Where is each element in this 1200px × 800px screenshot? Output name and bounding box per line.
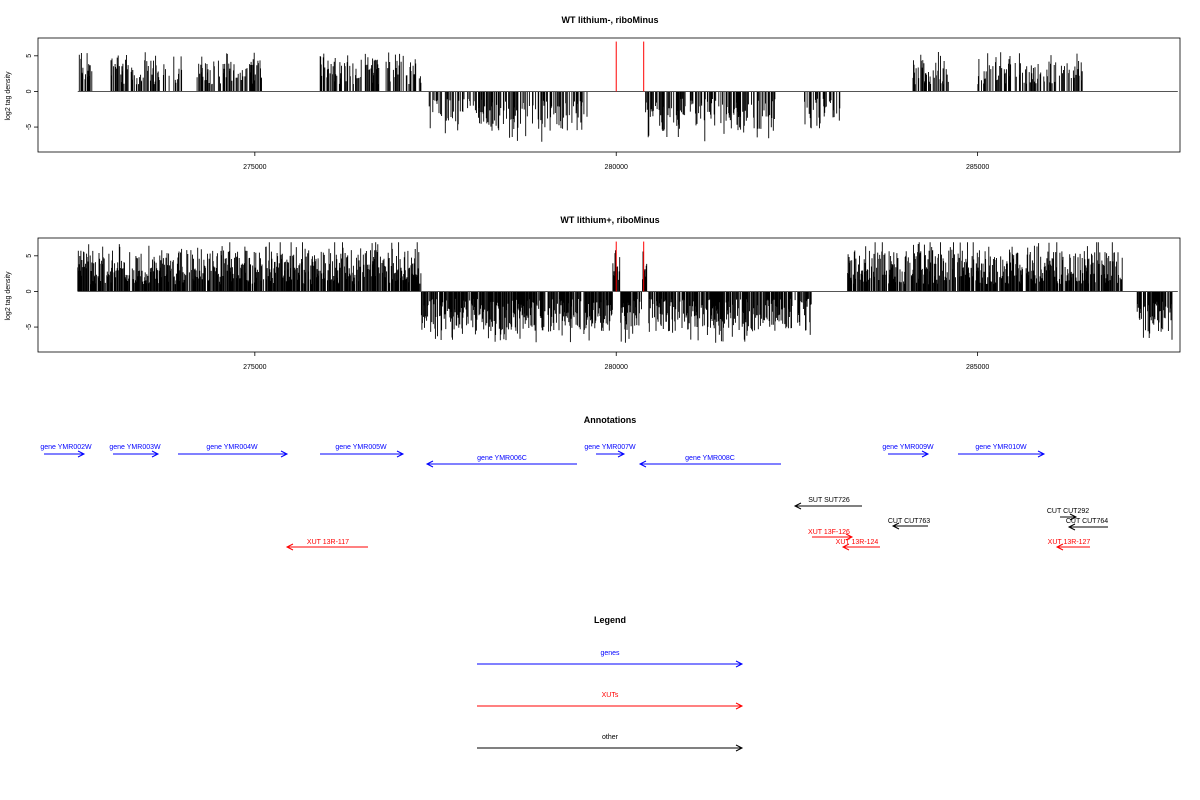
y-tick-label: 0	[26, 89, 33, 93]
y-tick-label: 5	[26, 54, 33, 58]
annotation-gene: gene YMR003W	[109, 444, 161, 458]
annotation-gene: gene YMR007W	[584, 444, 636, 458]
annotation-label: gene YMR009W	[882, 444, 934, 451]
signal-bars	[78, 52, 1083, 142]
annotation-gene: gene YMR006C	[425, 455, 577, 468]
annotation-arrow-head	[280, 450, 289, 458]
legend-arrow-head	[735, 744, 744, 752]
x-tick-label: 285000	[966, 164, 989, 171]
annotation-label: gene YMR002W	[40, 444, 92, 451]
annotation-other: CUT CUT292	[1047, 508, 1089, 521]
annotation-label: gene YMR004W	[206, 444, 258, 451]
legend-title: Legend	[594, 615, 626, 625]
annotation-label: gene YMR010W	[975, 444, 1027, 451]
annotation-label: XUT 13R-124	[836, 539, 879, 546]
annotation-label: XUT 13F-126	[808, 529, 850, 536]
annotation-arrow-head	[845, 533, 854, 541]
panel-lithium-minus: WT lithium-, riboMinus log2 tag density …	[5, 15, 1181, 171]
annotation-arrow-head	[1037, 450, 1046, 458]
legend-label: genes	[600, 650, 620, 657]
annotation-label: CUT CUT764	[1066, 518, 1108, 525]
panel-2-title: WT lithium+, riboMinus	[560, 215, 659, 225]
annotation-arrow-head	[841, 543, 850, 551]
annotation-arrow-head	[285, 543, 294, 551]
legend-arrow-head	[735, 660, 744, 668]
annotation-label: CUT CUT763	[888, 518, 930, 525]
x-tick-label: 275000	[243, 164, 266, 171]
annotation-other: CUT CUT763	[888, 518, 930, 530]
x-tick-label: 275000	[243, 364, 266, 371]
y-tick-label: 5	[26, 254, 33, 258]
annotation-xut: XUT 13F-126	[808, 529, 854, 541]
panel-1-axes: 275000 280000 285000 -5 0 5	[26, 54, 989, 171]
annotation-label: gene YMR006C	[477, 455, 527, 462]
annotation-arrow-head	[425, 460, 434, 468]
legend-entries: genes XUTs other	[477, 650, 744, 752]
legend-label: XUTs	[602, 692, 619, 699]
panel-1-markers	[615, 41, 645, 92]
annotation-arrow-head	[1055, 543, 1064, 551]
panel-2-axes: 275000 280000 285000 -5 0 5	[26, 254, 989, 371]
panel-2-ylabel: log2 tag density	[5, 271, 12, 321]
annotation-gene: gene YMR010W	[958, 444, 1046, 458]
panel-2-frame	[37, 237, 1181, 353]
legend-entry-genes: genes	[477, 650, 744, 668]
annotation-arrow-head	[617, 450, 626, 458]
legend-arrow-head	[735, 702, 744, 710]
annotation-label: gene YMR007W	[584, 444, 636, 451]
annotation-arrow-head	[1069, 513, 1078, 521]
y-tick-label: -5	[26, 324, 33, 330]
annotation-gene: gene YMR004W	[178, 444, 289, 458]
legend-label: other	[602, 734, 619, 741]
annotation-label: XUT 13R-127	[1048, 539, 1091, 546]
legend-entry-other: other	[477, 734, 744, 752]
annotation-gene: gene YMR002W	[40, 444, 92, 458]
annotation-arrow-head	[921, 450, 930, 458]
panel-1-ylabel: log2 tag density	[5, 71, 12, 121]
annotation-arrow-head	[891, 522, 900, 530]
annotation-xut: XUT 13R-127	[1048, 539, 1091, 551]
annotation-label: gene YMR008C	[685, 455, 735, 462]
annotation-arrow-head	[77, 450, 86, 458]
annotation-label: gene YMR003W	[109, 444, 161, 451]
panel-1-title: WT lithium-, riboMinus	[562, 15, 659, 25]
panel-2-signal	[77, 242, 1178, 343]
annotation-xut: XUT 13R-117	[285, 539, 368, 551]
x-tick-label: 280000	[605, 164, 628, 171]
annotation-label: gene YMR005W	[335, 444, 387, 451]
annotation-other: CUT CUT764	[1066, 518, 1108, 531]
annotation-gene: gene YMR005W	[320, 444, 405, 458]
legend-entry-XUTs: XUTs	[477, 692, 744, 710]
y-tick-label: -5	[26, 124, 33, 130]
panel-lithium-plus: WT lithium+, riboMinus log2 tag density …	[5, 215, 1181, 371]
y-tick-label: 0	[26, 289, 33, 293]
annotations-track: Annotations gene YMR002W gene YMR003W gene…	[40, 415, 1108, 551]
annotation-gene: gene YMR009W	[882, 444, 934, 458]
annotation-gene: gene YMR008C	[638, 455, 781, 468]
annotation-label: CUT CUT292	[1047, 508, 1089, 515]
legend: Legend genes XUTs other	[477, 615, 744, 752]
panel-2-markers	[615, 241, 645, 292]
annotation-arrow-head	[638, 460, 647, 468]
annotation-features: gene YMR002W gene YMR003W gene YMR004W gene…	[40, 444, 1108, 551]
annotation-label: XUT 13R-117	[307, 539, 349, 546]
panel-1-frame	[37, 37, 1181, 153]
x-tick-label: 280000	[605, 364, 628, 371]
annotation-arrow-head	[1067, 523, 1076, 531]
annotation-xut: XUT 13R-124	[836, 539, 880, 551]
annotation-arrow-head	[793, 502, 802, 510]
annotation-other: SUT SUT726	[793, 497, 862, 510]
annotation-arrow-head	[151, 450, 160, 458]
signal-bars	[77, 242, 1173, 343]
panel-1-signal	[77, 52, 1178, 142]
annotations-title: Annotations	[584, 415, 637, 425]
x-tick-label: 285000	[966, 364, 989, 371]
annotation-arrow-head	[396, 450, 405, 458]
annotation-label: SUT SUT726	[808, 497, 850, 504]
